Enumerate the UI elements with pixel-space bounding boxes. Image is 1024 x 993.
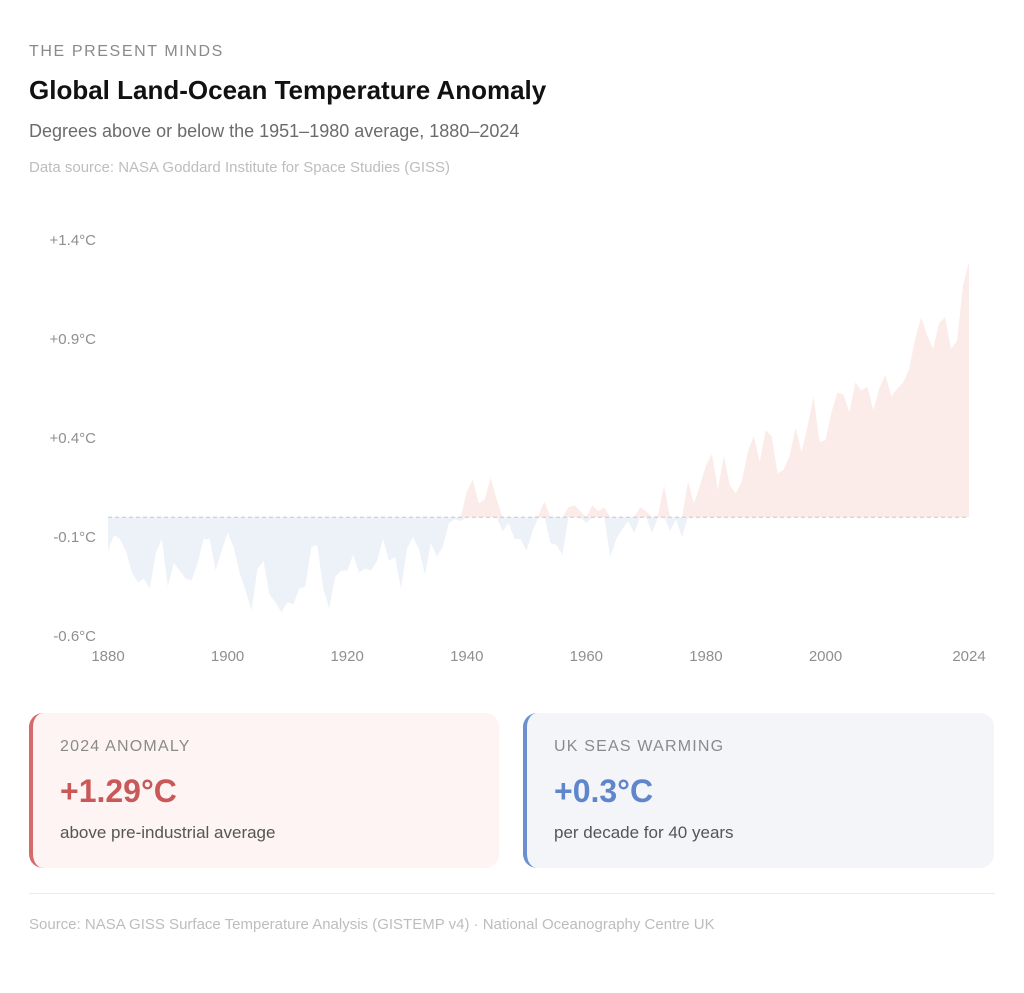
card-value: +0.3°C	[554, 773, 654, 809]
x-tick-label: 1920	[330, 648, 363, 665]
x-tick-label: 2024	[952, 648, 985, 665]
y-tick-label: -0.6°C	[53, 628, 96, 645]
chart-subtitle: Degrees above or below the 1951–1980 ave…	[29, 121, 520, 141]
card-value: +1.29°C	[60, 773, 177, 809]
y-tick-label: -0.1°C	[53, 529, 96, 546]
uk-seas-warming-card: UK SEAS WARMING +0.3°C per decade for 40…	[523, 713, 994, 868]
y-tick-label: +0.9°C	[50, 331, 97, 348]
x-tick-label: 1900	[211, 648, 244, 665]
brand-name: THE PRESENT MINDS	[29, 43, 224, 60]
anomaly-2024-card: 2024 ANOMALY +1.29°C above pre-industria…	[29, 713, 499, 868]
chart-title: Global Land-Ocean Temperature Anomaly	[29, 75, 547, 105]
x-tick-label: 1940	[450, 648, 483, 665]
y-tick-label: +0.4°C	[50, 430, 97, 447]
card-description: above pre-industrial average	[60, 823, 276, 842]
x-tick-label: 1960	[570, 648, 603, 665]
temperature-anomaly-chart: +1.4°C+0.9°C+0.4°C-0.1°C-0.6°C 1880 1900 1…	[50, 232, 986, 665]
footer-divider	[29, 893, 995, 894]
y-axis-ticks: +1.4°C +0.9°C +0.4°C -0.1°C -0.6°C	[50, 232, 97, 645]
card-description: per decade for 40 years	[554, 823, 734, 842]
x-tick-label: 1880	[91, 648, 124, 665]
anomaly-area	[108, 261, 969, 613]
footer-source: Source: NASA GISS Surface Temperature An…	[29, 916, 715, 933]
y-tick-label: +1.4°C	[50, 232, 97, 249]
x-tick-label: 2000	[809, 648, 842, 665]
above-average-area	[108, 261, 969, 518]
x-tick-label: 1980	[689, 648, 722, 665]
x-axis-ticks: 1880 1900 1920 1940 1960 1980 2000 2024	[91, 648, 985, 665]
data-source-note: Data source: NASA Goddard Institute for …	[29, 159, 451, 176]
card-label: 2024 ANOMALY	[60, 738, 191, 755]
card-label: UK SEAS WARMING	[554, 738, 725, 755]
below-average-area	[108, 517, 969, 613]
